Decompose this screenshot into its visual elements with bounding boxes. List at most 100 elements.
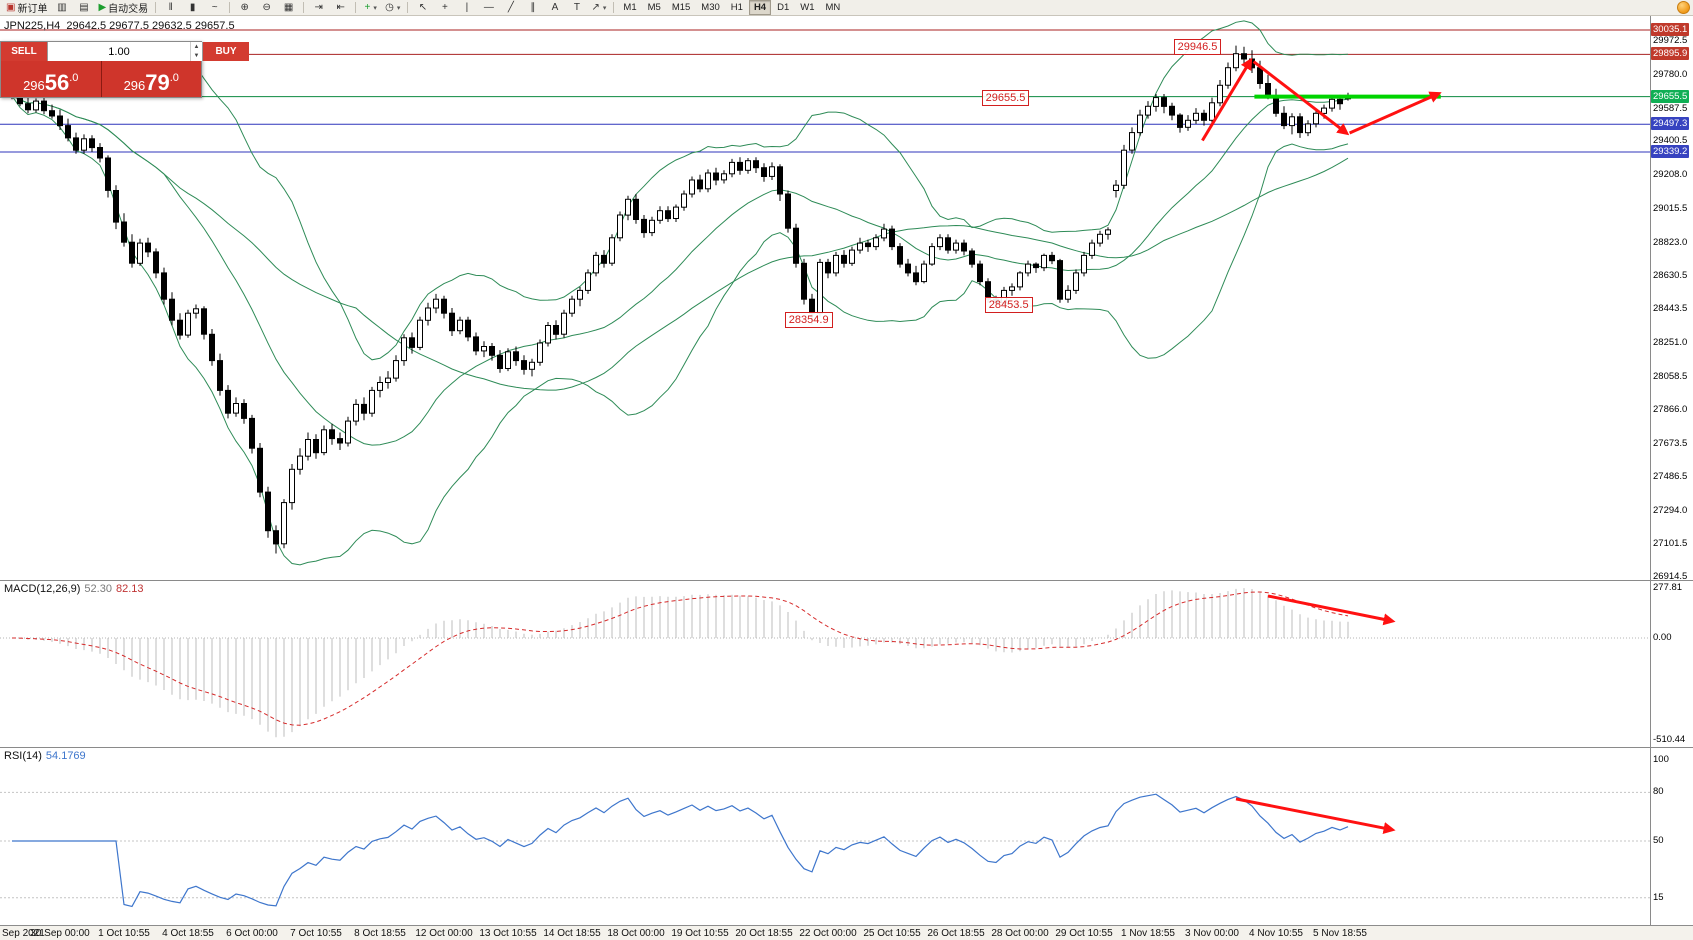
price-tick-label: 28823.0 bbox=[1653, 236, 1688, 248]
chevron-down-icon: ▾ bbox=[396, 4, 401, 12]
timeframe-w1-button[interactable]: W1 bbox=[800, 2, 815, 13]
chart-shift-icon: ⇤ bbox=[336, 1, 345, 13]
toolbar-separator bbox=[407, 2, 409, 13]
time-axis-label: 30 Sep 00:00 bbox=[30, 928, 90, 939]
zoom-out-button[interactable]: ⊖ bbox=[256, 0, 277, 16]
rsi-name: RSI(14) bbox=[4, 750, 42, 762]
price-tick-label: 29208.0 bbox=[1653, 169, 1688, 181]
candle-chart-type-button[interactable]: ▮ bbox=[182, 0, 203, 16]
candlestick-icon: ▮ bbox=[189, 1, 196, 13]
chart-shift-button[interactable]: ⇤ bbox=[330, 0, 351, 16]
price-tick-label: 29972.5 bbox=[1653, 35, 1688, 46]
toolbar-buttons: ▣ 新订单 ▥ ▤ ▶ 自动交易 ‖ ▮ ~ ⊕ ⊖ ▦ ⇥ ⇤ + ▾ ◷ ▾ ↖ + | — ╱ ∥ A T ↗ ▾ bbox=[3, 0, 617, 16]
cursor-icon: ↖ bbox=[418, 1, 428, 13]
crosshair-button[interactable]: + bbox=[434, 0, 455, 16]
price-level-tag: 29655.5 bbox=[1651, 89, 1690, 103]
price-tick-label: 27101.5 bbox=[1653, 538, 1688, 550]
trendline-icon: ╱ bbox=[507, 1, 514, 13]
indicators-plus-icon: + bbox=[364, 1, 371, 13]
volume-input[interactable] bbox=[48, 42, 190, 61]
price-callout[interactable]: 28453.5 bbox=[984, 297, 1033, 314]
tile-windows-button[interactable]: ▦ bbox=[278, 0, 299, 16]
price-tick-label: 27673.5 bbox=[1653, 438, 1688, 450]
price-tick-label: 28058.5 bbox=[1653, 370, 1688, 382]
price-tick-label: 27866.0 bbox=[1653, 404, 1688, 416]
macd-label: MACD(12,26,9) 52.30 82.13 bbox=[4, 583, 143, 595]
timeframe-m30-button[interactable]: M30 bbox=[701, 2, 720, 13]
volume-stepper[interactable]: ▲ ▼ bbox=[190, 42, 202, 61]
rsi-arrow bbox=[1235, 797, 1396, 834]
text-label-button[interactable]: T bbox=[566, 0, 587, 16]
price-tick-label: 29587.5 bbox=[1653, 102, 1688, 114]
rsi-indicator bbox=[0, 791, 1650, 908]
price-tick-label: 28443.5 bbox=[1653, 303, 1688, 315]
volume-up-icon[interactable]: ▲ bbox=[193, 43, 200, 50]
candles bbox=[9, 45, 1351, 554]
time-axis-label: 22 Oct 00:00 bbox=[799, 928, 857, 939]
time-axis-label: 5 Nov 18:55 bbox=[1313, 928, 1367, 939]
price-callout[interactable]: 28354.9 bbox=[784, 312, 833, 329]
sell-button[interactable]: SELL bbox=[1, 42, 47, 61]
buy-price[interactable]: 296 79.0 bbox=[101, 61, 201, 97]
time-axis-label: 4 Oct 18:55 bbox=[162, 928, 214, 939]
macd-main-value: 52.30 bbox=[84, 583, 112, 595]
algo-trading-button[interactable]: ▶ 自动交易 bbox=[95, 0, 151, 16]
timeframe-m1-button[interactable]: M1 bbox=[623, 2, 637, 13]
text-icon: A bbox=[551, 1, 559, 13]
price-tick-label: 27486.5 bbox=[1653, 470, 1688, 482]
time-axis-label: 12 Oct 00:00 bbox=[415, 928, 473, 939]
new-order-button[interactable]: ▣ 新订单 bbox=[3, 0, 50, 16]
indicators-button[interactable]: + ▾ bbox=[360, 0, 381, 16]
community-icon[interactable] bbox=[1677, 1, 1690, 14]
timeframe-mn-button[interactable]: MN bbox=[825, 2, 841, 13]
text-button[interactable]: A bbox=[544, 0, 565, 16]
volume-down-icon[interactable]: ▼ bbox=[193, 53, 200, 60]
time-axis-label: Sep 2021 bbox=[2, 928, 45, 939]
time-axis-label: 3 Nov 00:00 bbox=[1185, 928, 1239, 939]
arrows-tool-button[interactable]: ↗ ▾ bbox=[588, 0, 609, 16]
periods-button[interactable]: ◷ ▾ bbox=[382, 0, 403, 16]
price-callout[interactable]: 29655.5 bbox=[981, 89, 1030, 106]
charts-icon: ▥ bbox=[57, 1, 67, 13]
zoom-in-button[interactable]: ⊕ bbox=[234, 0, 255, 16]
channel-button[interactable]: ∥ bbox=[522, 0, 543, 16]
price-tick-label: 28630.5 bbox=[1653, 270, 1688, 282]
trend-arrows[interactable] bbox=[1201, 57, 1442, 142]
timeframe-h1-button[interactable]: H1 bbox=[730, 2, 743, 13]
vertical-line-button[interactable]: | bbox=[456, 0, 477, 16]
auto-scroll-button[interactable]: ⇥ bbox=[308, 0, 329, 16]
time-axis-label: 1 Oct 10:55 bbox=[98, 928, 150, 939]
timeframe-m15-button[interactable]: M15 bbox=[671, 2, 691, 13]
price-level-tag: 30035.1 bbox=[1651, 23, 1690, 37]
macd-scale-label: -510.44 bbox=[1653, 734, 1686, 746]
volume-box: ▲ ▼ bbox=[47, 42, 203, 61]
profiles-button[interactable]: ▤ bbox=[73, 0, 94, 16]
line-chart-type-button[interactable]: ~ bbox=[204, 0, 225, 16]
tile-windows-icon: ▦ bbox=[283, 1, 294, 13]
toolbar: ▣ 新订单 ▥ ▤ ▶ 自动交易 ‖ ▮ ~ ⊕ ⊖ ▦ ⇥ ⇤ + ▾ ◷ ▾ ↖ + | — ╱ ∥ A T ↗ ▾ M1 M5 M1… bbox=[0, 0, 1693, 16]
bar-chart-type-button[interactable]: ‖ bbox=[160, 0, 181, 16]
time-axis-label: 29 Oct 10:55 bbox=[1055, 928, 1113, 939]
sell-price-big-digits: 56 bbox=[44, 70, 70, 95]
sell-price[interactable]: 296 56.0 bbox=[1, 61, 101, 97]
buy-price-prefix: 296 bbox=[123, 78, 146, 94]
chevron-down-icon: ▾ bbox=[602, 4, 607, 12]
timeframe-d1-button[interactable]: D1 bbox=[777, 2, 790, 13]
price-tick-label: 29015.5 bbox=[1653, 202, 1688, 214]
timeframe-h4-button[interactable]: H4 bbox=[748, 0, 772, 15]
trendline-button[interactable]: ╱ bbox=[500, 0, 521, 16]
price-tick-label: 28251.0 bbox=[1653, 336, 1688, 348]
rsi-value: 54.1769 bbox=[45, 750, 86, 762]
charts-window-button[interactable]: ▥ bbox=[51, 0, 72, 16]
timeframe-buttons: M1 M5 M15 M30 H1 H4 D1 W1 MN bbox=[618, 0, 845, 15]
toolbar-separator bbox=[303, 2, 305, 13]
price-level-tag: 29339.2 bbox=[1651, 145, 1690, 159]
horizontal-line-button[interactable]: — bbox=[478, 0, 499, 16]
cursor-button[interactable]: ↖ bbox=[412, 0, 433, 16]
buy-button[interactable]: BUY bbox=[203, 42, 249, 61]
timeframe-m5-button[interactable]: M5 bbox=[647, 2, 661, 13]
arrow-object-icon: ↗ bbox=[591, 1, 600, 13]
price-callout[interactable]: 29946.5 bbox=[1173, 38, 1222, 55]
toolbar-separator bbox=[355, 2, 357, 13]
